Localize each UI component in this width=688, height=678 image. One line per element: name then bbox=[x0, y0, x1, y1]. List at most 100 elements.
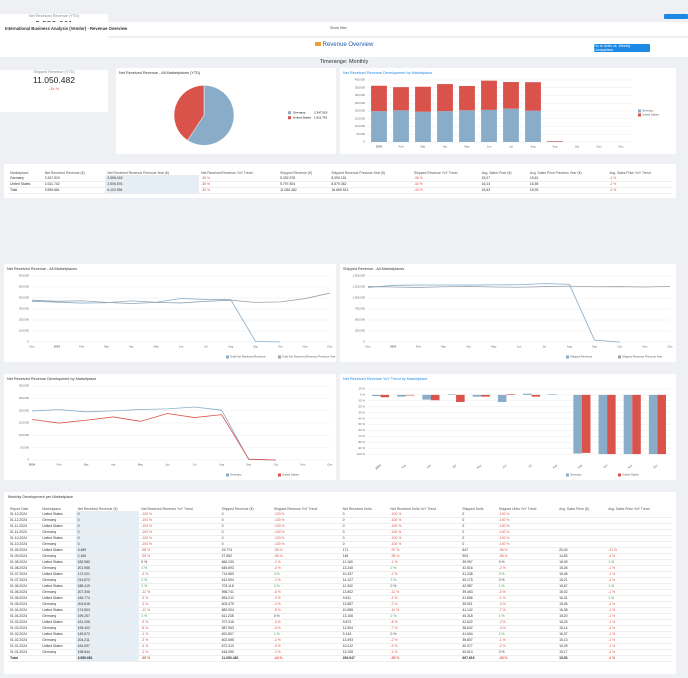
y-tick-label: 200,000 bbox=[355, 109, 366, 113]
chart-panel: Net Received Revenue YoY Trend by Market… bbox=[340, 374, 676, 480]
x-tick-label: Jun bbox=[165, 463, 170, 467]
y-tick-label: 400,000 bbox=[355, 78, 366, 82]
filter-toggle[interactable]: Show filter bbox=[330, 26, 347, 30]
table-cell: -35 % bbox=[389, 655, 461, 661]
legend-label: Germany bbox=[230, 473, 242, 477]
table-cell: -35 % bbox=[139, 655, 219, 661]
x-tick-label: Dec bbox=[328, 345, 334, 349]
y-tick-label: -70 % bbox=[358, 434, 366, 438]
bar bbox=[624, 395, 633, 454]
bar bbox=[371, 111, 387, 142]
y-tick-label: -80 % bbox=[358, 440, 366, 444]
bar bbox=[503, 82, 519, 109]
y-tick-label: 300,000 bbox=[19, 384, 30, 388]
share-button[interactable] bbox=[664, 14, 688, 19]
column-header: Avg. Sales Price YoY Trend bbox=[606, 502, 672, 511]
x-tick-label: Nov bbox=[597, 145, 603, 149]
x-tick-label: Jul bbox=[509, 145, 513, 149]
table-cell: -35 % bbox=[199, 187, 278, 193]
bar bbox=[632, 395, 641, 454]
x-tick-label: Dec bbox=[668, 345, 674, 349]
bar bbox=[437, 111, 453, 142]
table-cell bbox=[40, 655, 75, 661]
y-tick-label: 250,000 bbox=[355, 101, 366, 105]
x-tick-label: Aug bbox=[551, 463, 558, 470]
column-header: Net Received Revenue (€) bbox=[76, 502, 140, 511]
column-header: Shipped Revenue (€) bbox=[220, 502, 272, 511]
x-tick-label: Nov bbox=[303, 345, 309, 349]
bar bbox=[657, 395, 666, 454]
page-title: Revenue Overview bbox=[260, 42, 428, 48]
column-header: Avg. Sales Price Previous Year (€) bbox=[528, 166, 607, 175]
bar bbox=[371, 86, 387, 111]
kpi-value: 11.050.482 bbox=[0, 75, 108, 85]
bar bbox=[448, 394, 457, 395]
x-tick-label: Jun bbox=[179, 345, 184, 349]
chart-panel: Net Received Revenue Development by Mark… bbox=[340, 68, 676, 154]
bar bbox=[456, 395, 465, 402]
x-tick-label: Jul bbox=[542, 345, 546, 349]
table-title: Monthly Development per Marketplace bbox=[8, 495, 672, 499]
y-tick-label: -10 % bbox=[358, 399, 366, 403]
chart-panel: Net Received Revenue Development by Mark… bbox=[4, 374, 336, 480]
y-tick-label: 50,000 bbox=[20, 445, 29, 449]
legend-swatch bbox=[226, 356, 229, 359]
table-cell: -1 % bbox=[606, 655, 672, 661]
x-tick-label: Jul bbox=[204, 345, 208, 349]
y-tick-label: 400,000 bbox=[19, 296, 30, 300]
legend-label: Total Net Received Revenue bbox=[230, 355, 266, 359]
legend-label: Germany bbox=[570, 473, 582, 477]
x-tick-label: May bbox=[491, 345, 497, 349]
column-header: Shipped Revenue YoY Trend bbox=[272, 502, 341, 511]
y-tick-label: 750,000 bbox=[355, 307, 366, 311]
x-tick-label: Oct bbox=[278, 345, 283, 349]
x-tick-label: Feb bbox=[399, 145, 404, 149]
x-tick-label: Apr bbox=[466, 345, 470, 349]
bar bbox=[599, 395, 608, 454]
table-cell: 6.102.994 bbox=[105, 187, 199, 193]
bar bbox=[406, 395, 415, 396]
y-tick-label: 100,000 bbox=[19, 433, 30, 437]
y-tick-label: 0 % bbox=[360, 393, 365, 397]
table-cell: 3.959.661 bbox=[76, 655, 140, 661]
bar bbox=[649, 395, 658, 454]
table-cell: Total bbox=[8, 187, 43, 193]
table-cell: 16.669.513 bbox=[329, 187, 412, 193]
x-tick-label: Mar bbox=[84, 463, 89, 467]
column-header: Net Received Revenue Previous Year (€) bbox=[105, 166, 199, 175]
table-cell: 3.959.661 bbox=[43, 187, 106, 193]
x-tick-label: Sep bbox=[553, 145, 558, 149]
x-tick-label: Jun bbox=[502, 463, 508, 469]
chart-panel: Net Received Revenue - All Marketplaces … bbox=[116, 68, 336, 154]
navigation-button[interactable]: Go to Units vs. Weekly Comparison bbox=[594, 44, 650, 52]
bar bbox=[415, 87, 431, 112]
monthly-panel: Monthly Development per Marketplace Repo… bbox=[4, 492, 676, 674]
bar bbox=[372, 395, 381, 396]
column-header: Avg. Sales Price (€) bbox=[480, 166, 528, 175]
x-tick-label: May bbox=[476, 463, 483, 470]
x-tick-label: Dec bbox=[30, 345, 36, 349]
chart-title: Net Received Revenue - All Marketplaces bbox=[7, 267, 77, 271]
bar bbox=[393, 110, 409, 142]
legend-swatch bbox=[278, 474, 281, 477]
y-tick-label: 150,000 bbox=[355, 116, 366, 120]
chart-title: Net Received Revenue YoY Trend by Market… bbox=[343, 377, 427, 381]
kpi-trend: -34 % bbox=[0, 86, 108, 91]
column-header: Net Received Units YoY Trend bbox=[389, 502, 461, 511]
x-tick-label: Oct bbox=[274, 463, 279, 467]
y-tick-label: 150,000 bbox=[19, 421, 30, 425]
bar bbox=[498, 395, 507, 402]
y-tick-label: 200,000 bbox=[19, 408, 30, 412]
legend-swatch bbox=[618, 474, 621, 477]
y-tick-label: -60 % bbox=[358, 428, 366, 432]
y-tick-label: -30 % bbox=[358, 410, 366, 414]
x-tick-label: Jul bbox=[527, 463, 533, 469]
x-tick-label: May bbox=[154, 345, 160, 349]
legend-swatch bbox=[638, 110, 641, 113]
x-tick-label: 2024 bbox=[29, 463, 36, 467]
y-tick-label: 0 bbox=[363, 140, 365, 144]
x-tick-label: May bbox=[464, 145, 470, 149]
y-tick-label: 1,000,000 bbox=[353, 296, 366, 300]
column-header: Marketplace bbox=[40, 502, 75, 511]
